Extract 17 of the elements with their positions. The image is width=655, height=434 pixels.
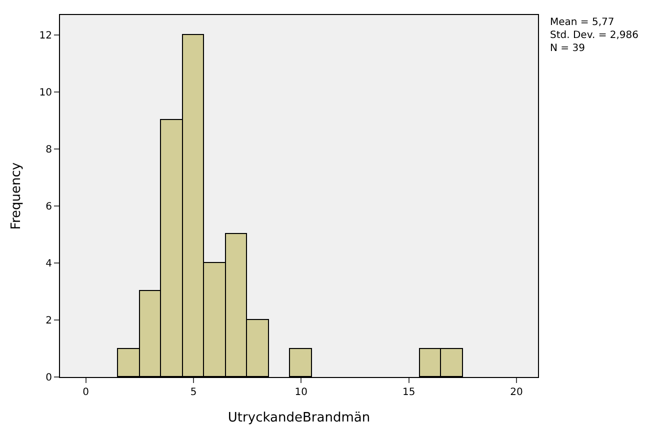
x-axis-title: UtryckandeBrandmän <box>228 410 370 426</box>
y-tick-label: 6 <box>46 201 52 212</box>
y-tick-label: 10 <box>39 87 52 98</box>
text: Mean = 5,77 <box>550 17 614 28</box>
x-tick-label: 10 <box>294 387 308 398</box>
y-axis-title: Frequency <box>9 162 24 230</box>
x-tick-label: 20 <box>510 387 523 398</box>
y-tick-label: 12 <box>39 30 52 42</box>
text: Std. Dev. = 2,986 <box>550 30 639 41</box>
y-tick-label: 2 <box>46 315 52 326</box>
y-tick-label: 0 <box>46 372 52 384</box>
y-tick-label: 8 <box>46 144 52 156</box>
y-tick-label: 4 <box>46 258 52 270</box>
x-tick-label: 15 <box>402 387 416 398</box>
text: N = 39 <box>550 43 585 54</box>
x-tick-label: 5 <box>190 387 197 398</box>
x-tick-label: 0 <box>82 387 90 398</box>
